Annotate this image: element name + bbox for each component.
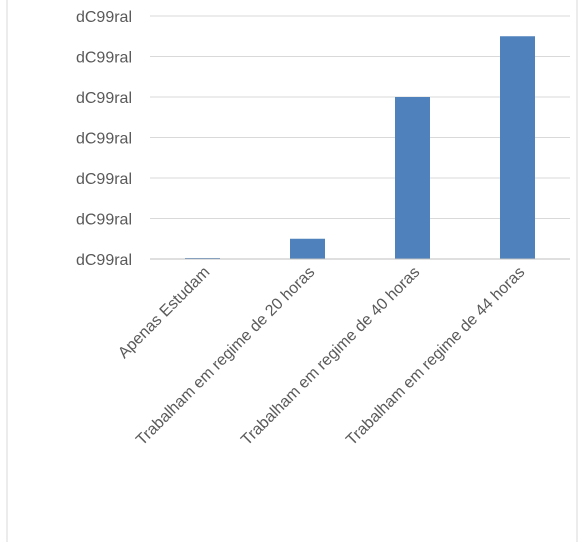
y-tick-label: dC99ral xyxy=(76,90,132,107)
bars xyxy=(185,36,535,259)
y-tick-label: dC99ral xyxy=(76,171,132,188)
x-tick-label: Trabalham em regime de 20 horas xyxy=(133,264,318,449)
y-tick-label: dC99ral xyxy=(76,131,132,148)
x-tick-label: Trabalham em regime de 40 horas xyxy=(238,264,423,449)
bar xyxy=(185,257,220,259)
x-tick-label: Apenas Estudam xyxy=(115,264,213,362)
y-tick-label: dC99ral xyxy=(76,212,132,229)
y-tick-label: dC99ral xyxy=(76,252,132,269)
y-tick-label: dC99ral xyxy=(76,9,132,26)
bar xyxy=(500,36,535,259)
x-tick-label: Trabalham em regime de 44 horas xyxy=(343,264,528,449)
y-axis-tick-labels: dC99ral dC99ral dC99ral dC99ral dC99ral dC99r… xyxy=(76,9,132,269)
bar xyxy=(395,97,430,259)
y-tick-label: dC99ral xyxy=(76,50,132,67)
bar xyxy=(290,238,325,259)
